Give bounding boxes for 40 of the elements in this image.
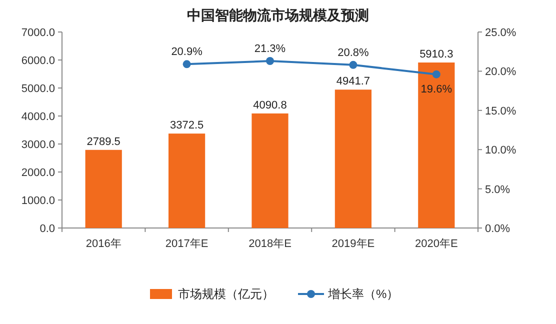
data-label: 2789.5 bbox=[86, 136, 120, 148]
data-label: 20.8% bbox=[338, 46, 370, 59]
data-label: 3372.5 bbox=[170, 120, 204, 132]
y2-tick-label: 5.0% bbox=[485, 184, 510, 196]
y2-tick-label: 25.0% bbox=[485, 27, 516, 39]
y2-tick-label: 15.0% bbox=[485, 105, 516, 118]
point bbox=[266, 57, 274, 66]
x-tick-label: 2017年E bbox=[165, 238, 208, 250]
legend-label: 增长率（%） bbox=[327, 287, 399, 301]
data-label: 19.6% bbox=[420, 83, 452, 96]
data-label: 21.3% bbox=[254, 43, 286, 56]
point bbox=[349, 60, 358, 69]
y2-tick-label: 10.0% bbox=[485, 144, 516, 157]
chart-title: 中国智能物流市场规模及预测 bbox=[187, 7, 369, 23]
y-tick-label: 1000.0 bbox=[21, 195, 55, 207]
y-tick-label: 2000.0 bbox=[21, 167, 55, 179]
legend-label: 市场规模（亿元） bbox=[178, 287, 274, 301]
x-tick-label: 2016年 bbox=[86, 238, 122, 250]
bar bbox=[252, 113, 288, 228]
y-tick-label: 0.0 bbox=[40, 223, 55, 235]
y-tick-label: 6000.0 bbox=[21, 55, 55, 67]
bar bbox=[334, 90, 372, 228]
bar bbox=[85, 150, 122, 228]
x-tick-label: 2019年E bbox=[332, 238, 375, 250]
point bbox=[432, 70, 440, 78]
y-tick-label: 3000.0 bbox=[21, 139, 55, 151]
bar bbox=[418, 62, 455, 228]
data-label: 20.9% bbox=[171, 46, 203, 58]
y-tick-label: 4000.0 bbox=[21, 111, 55, 123]
y-tick-label: 7000.0 bbox=[21, 27, 55, 39]
data-label: 4941.7 bbox=[336, 76, 370, 88]
data-label: 4090.8 bbox=[253, 99, 287, 112]
y2-tick-label: 0.0% bbox=[485, 223, 510, 235]
data-label: 5910.3 bbox=[420, 48, 454, 61]
x-tick-label: 2018年E bbox=[248, 238, 292, 250]
y-tick-label: 5000.0 bbox=[21, 83, 55, 95]
bar bbox=[168, 134, 206, 228]
point bbox=[182, 60, 191, 68]
x-tick-label: 2020年E bbox=[414, 238, 458, 250]
y2-tick-label: 20.0% bbox=[485, 66, 516, 78]
